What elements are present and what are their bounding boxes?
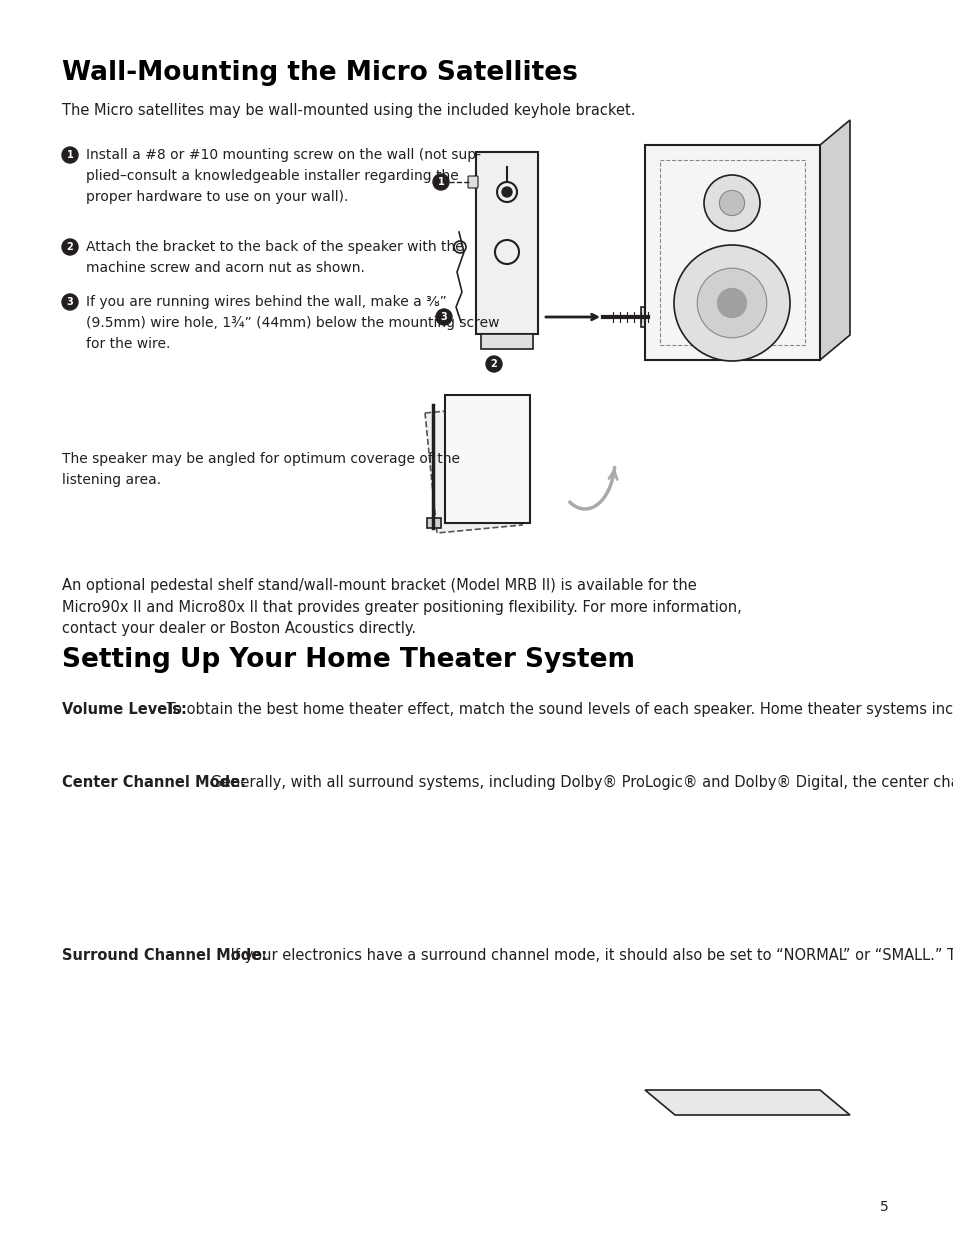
Text: Volume Levels:: Volume Levels: [62,701,187,718]
FancyBboxPatch shape [468,177,477,188]
Bar [444,395,530,522]
Polygon shape [644,1091,849,1115]
Circle shape [485,356,501,372]
Text: 2: 2 [67,242,73,252]
Text: If you are running wires behind the wall, make a ⅜”
(9.5mm) wire hole, 1¾” (44mm: If you are running wires behind the wall… [86,295,499,351]
Bar [476,152,537,333]
Bar [427,517,440,529]
Text: 1: 1 [67,149,73,161]
Circle shape [717,289,745,317]
Text: 2: 2 [490,359,497,369]
Text: To obtain the best home theater effect, match the sound levels of each speaker. : To obtain the best home theater effect, … [162,701,953,718]
Bar [640,308,655,327]
Text: If your electronics have a surround channel mode, it should also be set to “NORM: If your electronics have a surround chan… [226,948,953,963]
Polygon shape [424,405,521,534]
Circle shape [62,294,78,310]
Circle shape [673,245,789,361]
Text: The Micro satellites may be wall-mounted using the included keyhole bracket.: The Micro satellites may be wall-mounted… [62,103,635,119]
Text: Setting Up Your Home Theater System: Setting Up Your Home Theater System [62,647,635,673]
Bar [480,333,533,350]
Bar [659,161,804,345]
Circle shape [497,182,517,203]
Circle shape [436,309,452,325]
Circle shape [62,147,78,163]
Text: Generally, with all surround systems, including Dolby® ProLogic® and Dolby® Digi: Generally, with all surround systems, in… [206,776,953,790]
Text: The speaker may be angled for optimum coverage of the
listening area.: The speaker may be angled for optimum co… [62,452,459,487]
Text: An optional pedestal shelf stand/wall-mount bracket (Model MRB II) is available : An optional pedestal shelf stand/wall-mo… [62,578,741,636]
Text: Wall-Mounting the Micro Satellites: Wall-Mounting the Micro Satellites [62,61,578,86]
Circle shape [501,186,512,198]
Text: 5: 5 [879,1200,887,1214]
Text: Attach the bracket to the back of the speaker with the
machine screw and acorn n: Attach the bracket to the back of the sp… [86,240,463,275]
Polygon shape [820,120,849,359]
Text: Center Channel Mode:: Center Channel Mode: [62,776,246,790]
Circle shape [697,268,766,338]
Circle shape [433,174,449,190]
Circle shape [703,175,760,231]
Circle shape [62,240,78,254]
Text: Install a #8 or #10 mounting screw on the wall (not sup-
plied–consult a knowled: Install a #8 or #10 mounting screw on th… [86,148,480,204]
Circle shape [454,241,465,253]
Text: Surround Channel Mode:: Surround Channel Mode: [62,948,267,963]
Circle shape [719,190,744,216]
Text: 3: 3 [67,296,73,308]
Text: 1: 1 [437,177,444,186]
Circle shape [495,240,518,264]
Bar [644,144,820,359]
Text: 3: 3 [440,312,447,322]
